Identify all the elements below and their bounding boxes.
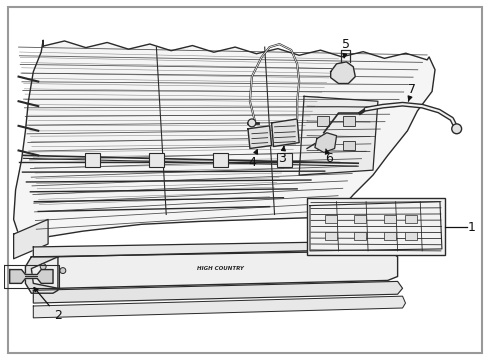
Circle shape (248, 119, 256, 127)
Bar (354, 215, 366, 223)
Bar (325, 215, 337, 223)
Text: 5: 5 (343, 38, 350, 58)
Text: 1: 1 (467, 221, 475, 234)
Circle shape (60, 267, 66, 274)
Polygon shape (248, 126, 271, 148)
Bar (317, 141, 329, 150)
Bar (276, 153, 292, 167)
Bar (148, 153, 164, 167)
Text: 7: 7 (408, 83, 416, 102)
Polygon shape (271, 119, 299, 147)
Polygon shape (33, 282, 402, 303)
Polygon shape (33, 296, 406, 318)
Polygon shape (14, 40, 435, 239)
Text: 2: 2 (34, 288, 62, 322)
Bar (384, 232, 395, 240)
Polygon shape (315, 133, 337, 152)
Bar (317, 116, 329, 126)
Bar (406, 232, 417, 240)
Bar (343, 116, 355, 126)
Polygon shape (33, 241, 392, 257)
Polygon shape (14, 219, 48, 259)
Bar (406, 215, 417, 223)
Circle shape (452, 124, 462, 134)
Text: 3: 3 (278, 146, 286, 165)
Bar (343, 141, 355, 150)
Bar (325, 232, 337, 240)
Bar (213, 153, 228, 167)
Text: 4: 4 (248, 150, 258, 169)
Polygon shape (31, 249, 397, 288)
Text: HIGH COUNTRY: HIGH COUNTRY (197, 266, 244, 271)
Bar (354, 232, 366, 240)
Bar (84, 153, 100, 167)
Polygon shape (25, 257, 58, 293)
Circle shape (40, 275, 46, 282)
Polygon shape (299, 96, 378, 175)
Text: 6: 6 (325, 149, 333, 165)
Circle shape (40, 264, 46, 270)
Bar (307, 198, 445, 255)
Bar (384, 215, 395, 223)
Polygon shape (331, 62, 355, 84)
Polygon shape (10, 270, 53, 283)
